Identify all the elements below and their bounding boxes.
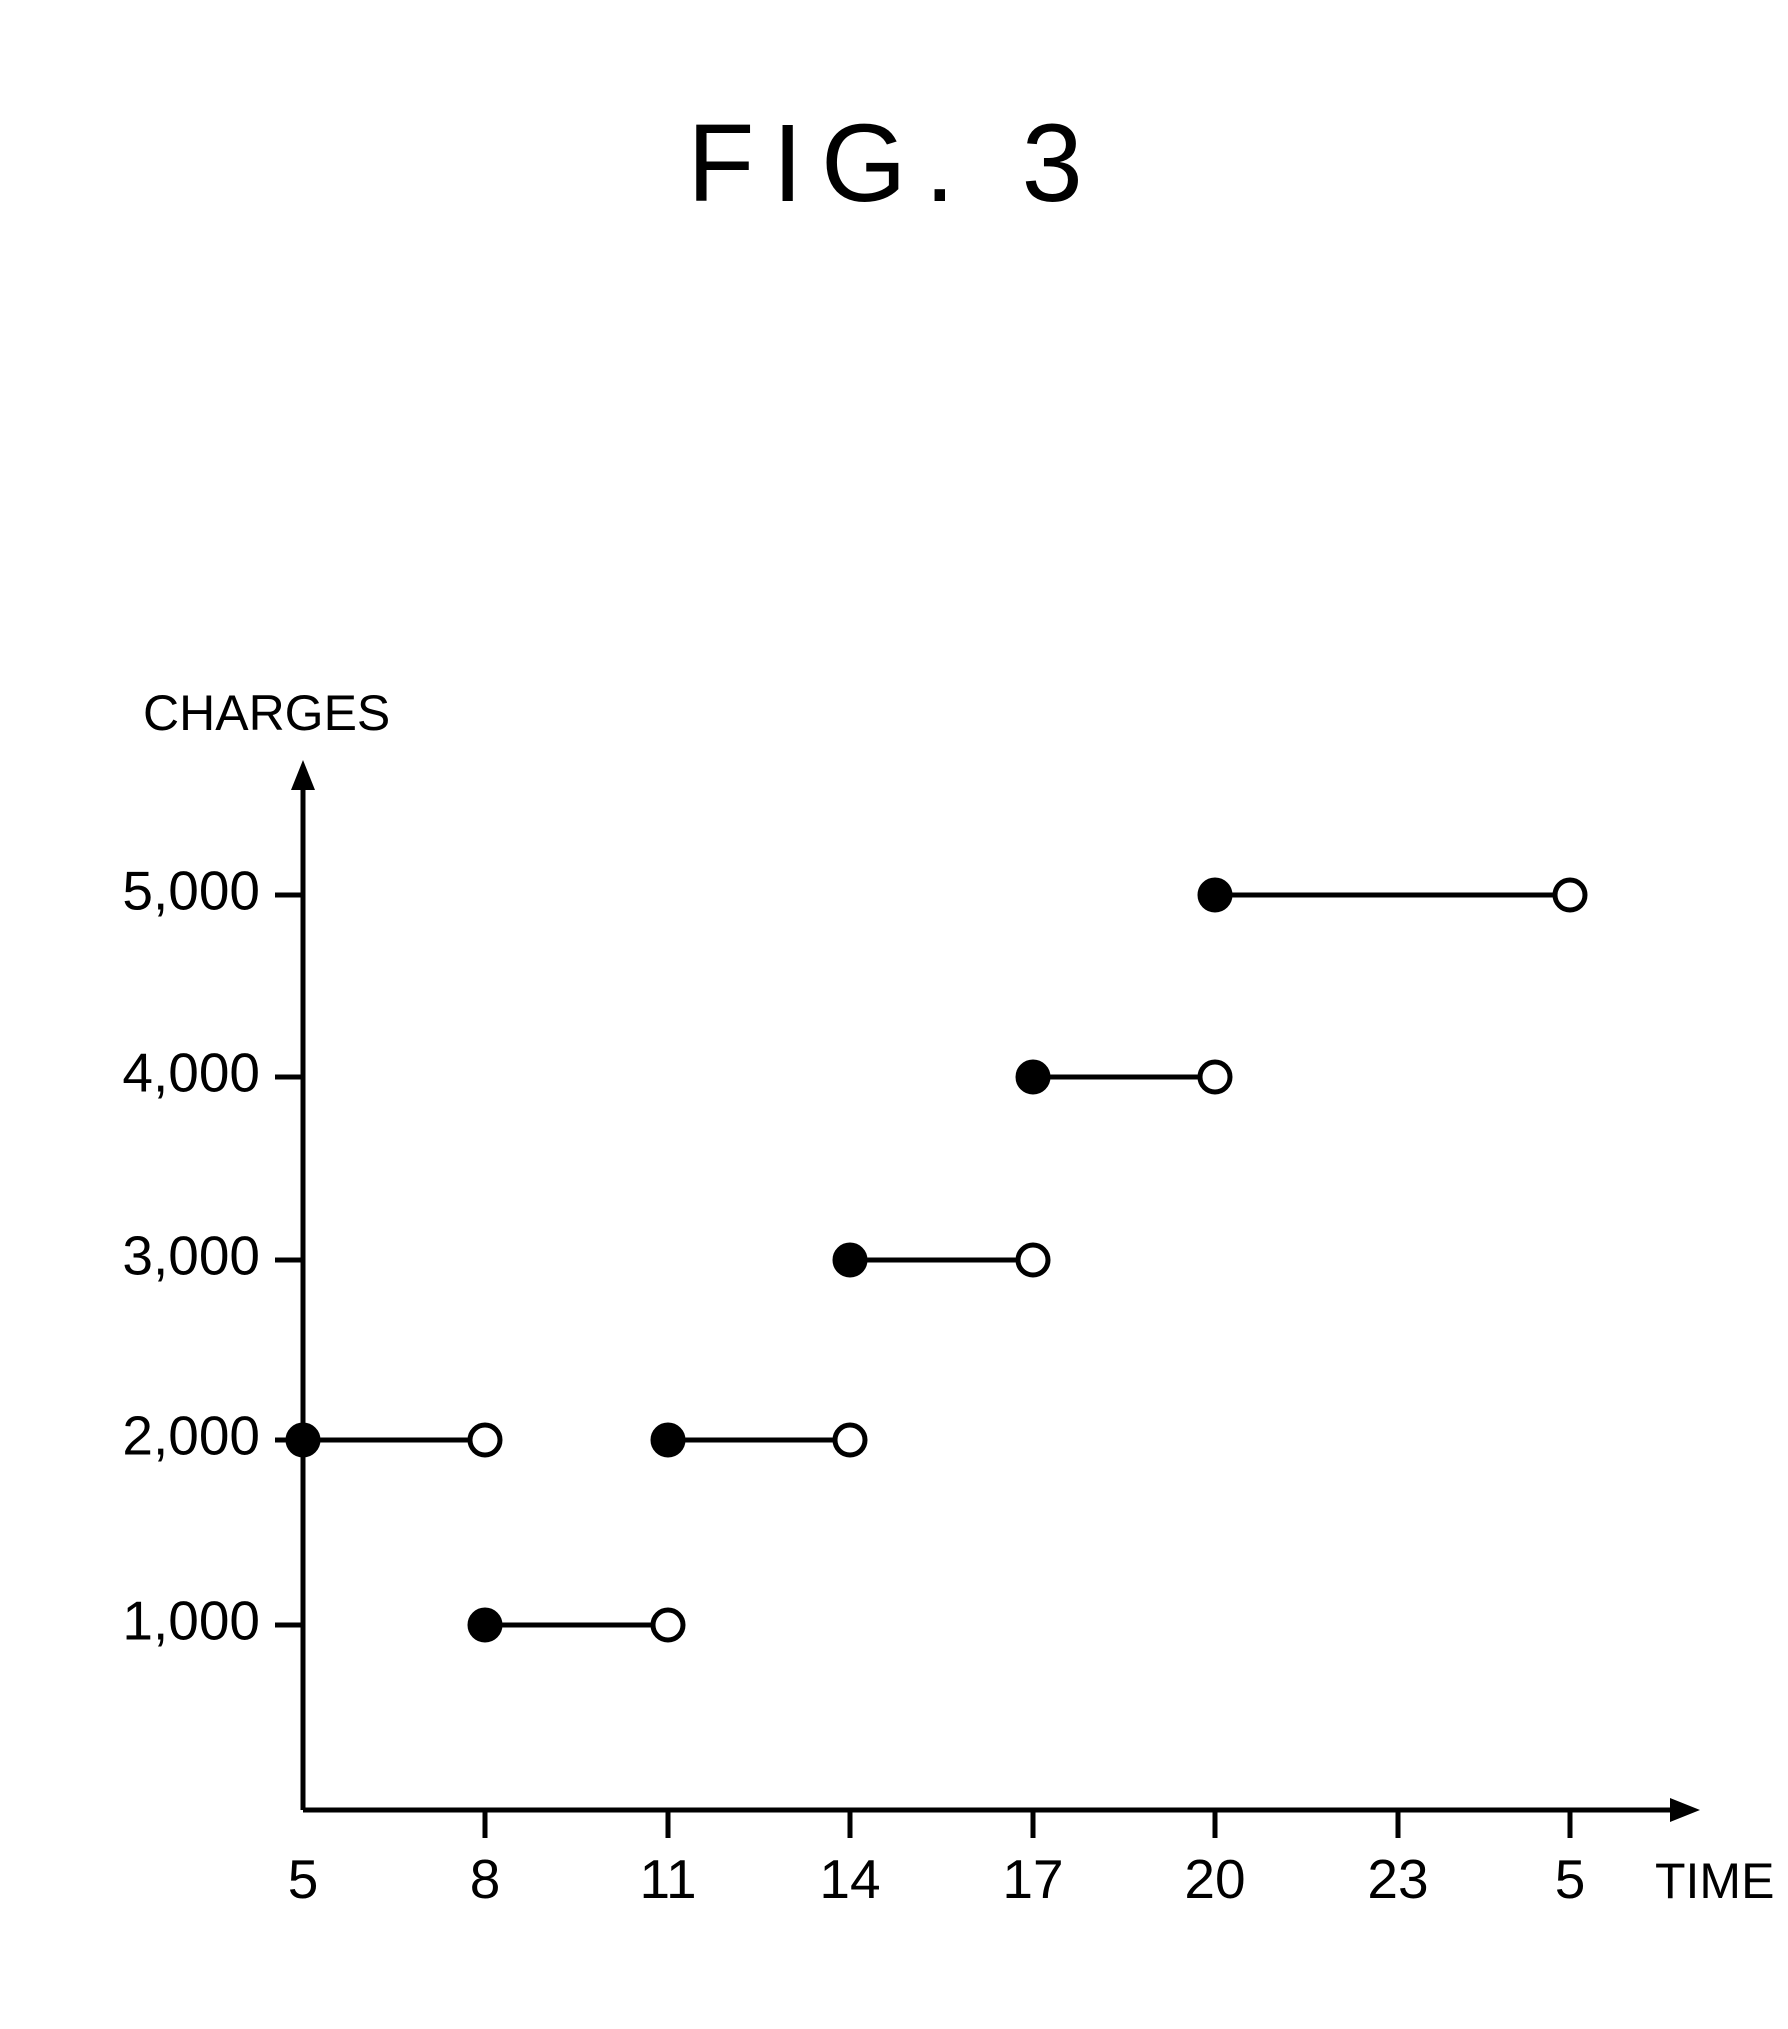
segment-end-marker bbox=[1555, 880, 1585, 910]
page: FIG. 3 1,0002,0003,0004,0005,00058111417… bbox=[0, 0, 1788, 2029]
x-axis-label: TIME bbox=[1655, 1853, 1774, 1909]
y-tick-label: 5,000 bbox=[122, 860, 260, 922]
y-tick-label: 4,000 bbox=[122, 1042, 260, 1104]
x-axis-arrow bbox=[1670, 1798, 1700, 1822]
y-tick-label: 3,000 bbox=[122, 1225, 260, 1287]
segment-start-marker bbox=[470, 1610, 500, 1640]
segments bbox=[288, 880, 1585, 1640]
y-tick-label: 2,000 bbox=[122, 1405, 260, 1467]
segment-end-marker bbox=[653, 1610, 683, 1640]
step-chart: 1,000 2,000 3,000 4,000 5,000 5 8 11 14 17 20 23 5 CH… bbox=[0, 0, 1788, 2029]
segment-end-marker bbox=[835, 1425, 865, 1455]
y-tick-label: 1,000 bbox=[122, 1590, 260, 1652]
x-tick-label: 14 bbox=[819, 1848, 880, 1910]
segment-end-marker bbox=[1200, 1062, 1230, 1092]
segment-start-marker bbox=[1018, 1062, 1048, 1092]
x-tick-label: 5 bbox=[288, 1848, 319, 1910]
x-tick-label: 8 bbox=[470, 1848, 501, 1910]
x-tick-label: 17 bbox=[1002, 1848, 1063, 1910]
x-tick-label: 5 bbox=[1555, 1848, 1586, 1910]
x-tick-label: 23 bbox=[1367, 1848, 1428, 1910]
x-tick-label: 11 bbox=[639, 1848, 696, 1910]
segment-start-marker bbox=[653, 1425, 683, 1455]
segment-start-marker bbox=[288, 1425, 318, 1455]
segment-start-marker bbox=[1200, 880, 1230, 910]
segment-end-marker bbox=[1018, 1245, 1048, 1275]
segment-start-marker bbox=[835, 1245, 865, 1275]
y-axis-arrow bbox=[291, 760, 315, 790]
axes: 1,000 2,000 3,000 4,000 5,000 5 8 11 14 17 20 23 5 CH… bbox=[122, 685, 1774, 1910]
segment-end-marker bbox=[470, 1425, 500, 1455]
y-axis-label: CHARGES bbox=[143, 685, 390, 741]
x-tick-label: 20 bbox=[1184, 1848, 1245, 1910]
